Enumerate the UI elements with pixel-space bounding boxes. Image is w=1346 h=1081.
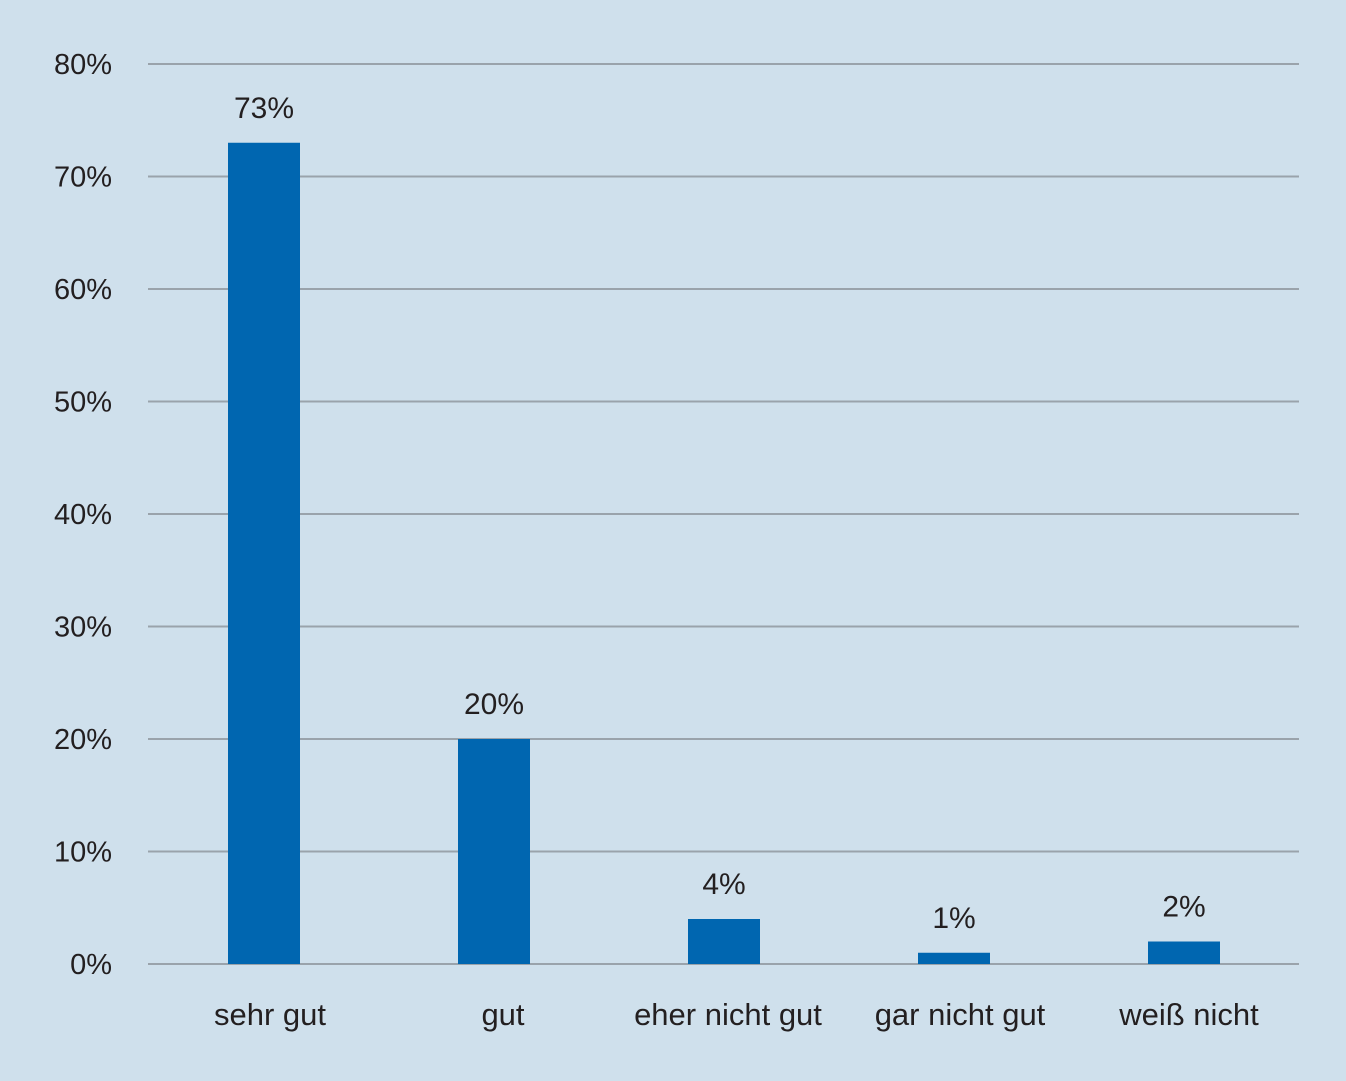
bar-0	[228, 142, 300, 964]
y-tick-label: 80%	[54, 49, 112, 81]
y-tick-label: 60%	[54, 274, 112, 306]
data-labels: 73% 20% 4% 1% 2%	[234, 92, 1206, 935]
y-tick-label: 0%	[70, 949, 112, 981]
x-category-label: sehr gut	[214, 997, 326, 1032]
data-label: 20%	[464, 688, 524, 721]
y-tick-label: 20%	[54, 724, 112, 756]
y-tick-label: 40%	[54, 499, 112, 531]
x-category-label: gar nicht gut	[875, 997, 1046, 1032]
bars	[228, 142, 1220, 964]
y-tick-label: 30%	[54, 612, 112, 644]
bar-2	[688, 919, 760, 964]
data-label: 1%	[932, 902, 975, 935]
y-tick-label: 10%	[54, 837, 112, 869]
x-category-label: weiß nicht	[1118, 997, 1259, 1032]
x-category-label: gut	[481, 997, 524, 1032]
y-tick-label: 70%	[54, 162, 112, 194]
data-label: 73%	[234, 92, 294, 125]
y-axis-ticks: 0% 10% 20% 30% 40% 50% 60% 70% 80%	[54, 49, 112, 981]
y-tick-label: 50%	[54, 387, 112, 419]
bar-4	[1148, 941, 1220, 964]
gridlines	[148, 63, 1299, 965]
data-label: 2%	[1162, 891, 1205, 924]
data-label: 4%	[702, 868, 745, 901]
x-axis-categories: sehr gut gut eher nicht gut gar nicht gut we…	[214, 997, 1259, 1032]
bar-3	[918, 952, 990, 964]
bar-1	[458, 739, 530, 964]
x-category-label: eher nicht gut	[634, 997, 822, 1032]
